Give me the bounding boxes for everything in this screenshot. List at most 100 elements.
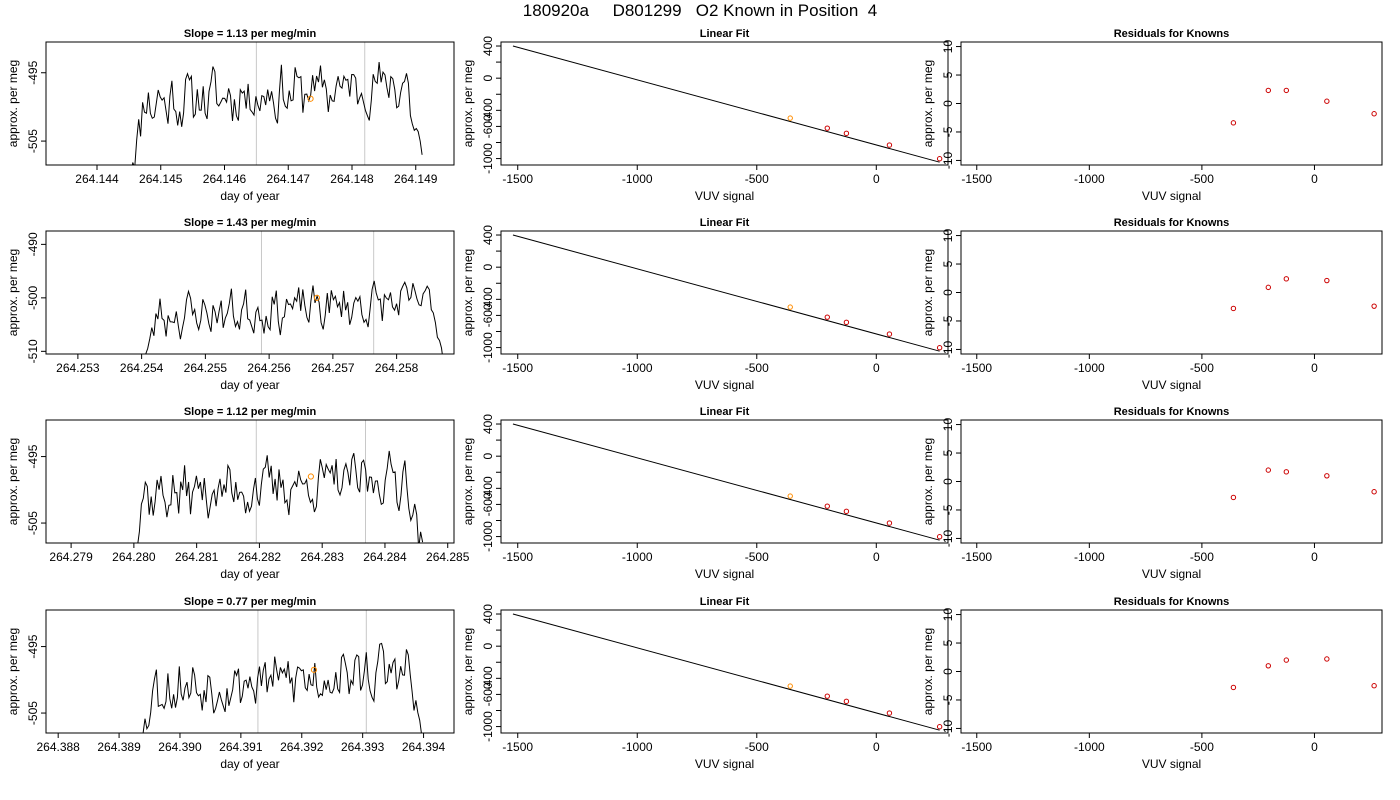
data-point — [824, 314, 830, 320]
plot-frame — [500, 419, 949, 544]
x-tick-label: 264.281 — [175, 550, 219, 564]
panel-r0-c1: Linear Fit VUV signal approx. per meg -1500… — [461, 28, 949, 203]
y-tick-label: -495 — [26, 634, 40, 658]
plot-frame — [960, 609, 1383, 734]
plot-area — [1230, 276, 1377, 312]
data-point — [1283, 469, 1290, 475]
y-axis-label: approx. per meg — [461, 249, 475, 336]
plot-area — [145, 231, 443, 354]
x-tick-label: -500 — [1190, 550, 1214, 564]
data-point — [1371, 489, 1377, 495]
x-axis-label: day of year — [220, 757, 279, 771]
plot-frame — [960, 419, 1383, 544]
x-tick-label: 0 — [1311, 550, 1318, 564]
x-tick-label: 264.149 — [394, 172, 438, 186]
plot-frame — [500, 41, 949, 166]
x-axis-label: VUV signal — [695, 189, 754, 203]
y-tick-label: -510 — [26, 339, 40, 363]
panel-title: Linear Fit — [700, 217, 750, 229]
x-tick-label: 264.147 — [267, 172, 311, 186]
plot-frame — [45, 230, 455, 355]
panel-r3-c0: Slope = 0.77 per meg/min day of year appro… — [6, 596, 455, 771]
x-axis-label: day of year — [220, 378, 279, 392]
signal-trace — [137, 450, 424, 543]
x-tick-label: -1000 — [1074, 740, 1105, 754]
x-axis-label: day of year — [220, 567, 279, 581]
data-point — [1283, 276, 1290, 282]
data-point — [886, 520, 893, 526]
y-tick-label: 10 — [941, 418, 955, 432]
plot-frame — [45, 419, 455, 544]
x-tick-label: 264.255 — [184, 361, 228, 375]
plot-frame — [960, 41, 1383, 166]
plot-frame — [45, 41, 455, 166]
x-axis-label: VUV signal — [1142, 567, 1201, 581]
y-axis-label: approx. per meg — [921, 628, 935, 715]
x-tick-label: 264.257 — [311, 361, 355, 375]
y-tick-label: 0 — [941, 100, 955, 107]
data-point — [886, 331, 893, 337]
x-tick-label: -1000 — [622, 740, 653, 754]
x-tick-label: 264.388 — [36, 740, 80, 754]
x-tick-label: -1500 — [502, 550, 533, 564]
x-tick-label: -500 — [1190, 361, 1214, 375]
y-tick-label: -495 — [26, 60, 40, 84]
x-tick-label: -1500 — [502, 172, 533, 186]
x-tick-label: 264.393 — [341, 740, 385, 754]
plot-frame — [960, 230, 1383, 355]
y-tick-label: 0 — [481, 453, 495, 460]
y-tick-label: 400 — [481, 414, 495, 434]
panel-r1-c2: Residuals for Knowns VUV signal approx. pe… — [921, 217, 1383, 392]
y-tick-label: -400 — [481, 98, 495, 122]
data-point — [787, 115, 793, 121]
x-tick-label: 0 — [873, 740, 880, 754]
panel-title: Linear Fit — [700, 406, 750, 418]
data-point — [1265, 87, 1272, 94]
y-tick-label: -1000 — [481, 143, 495, 174]
signal-trace — [145, 280, 443, 354]
figure-title: 180920a D801299 O2 Known in Position 4 — [522, 1, 878, 20]
data-point — [936, 724, 943, 730]
x-tick-label: -1500 — [961, 550, 992, 564]
y-tick-label: -400 — [481, 287, 495, 311]
data-point — [936, 345, 943, 351]
data-point — [1230, 120, 1237, 126]
y-axis-label: approx. per meg — [6, 249, 20, 336]
x-tick-label: -1000 — [622, 172, 653, 186]
data-point — [787, 683, 793, 689]
data-point — [1371, 683, 1377, 689]
x-tick-label: 264.279 — [49, 550, 93, 564]
x-tick-label: 264.145 — [139, 172, 183, 186]
panel-r0-c2: Residuals for Knowns VUV signal approx. pe… — [921, 28, 1383, 203]
y-tick-label: 0 — [481, 643, 495, 650]
panel-title: Residuals for Knowns — [1114, 217, 1230, 229]
y-tick-label: -600 — [481, 682, 495, 706]
data-point — [1324, 98, 1330, 104]
y-axis-label: approx. per meg — [921, 60, 935, 147]
highlight-point — [307, 473, 314, 480]
x-tick-label: 264.144 — [75, 172, 119, 186]
fit-line — [512, 423, 940, 541]
data-point — [1371, 111, 1377, 117]
y-tick-label: 10 — [941, 608, 955, 622]
data-point — [1230, 684, 1237, 691]
plot-area — [1230, 87, 1377, 126]
x-tick-label: -500 — [745, 172, 769, 186]
x-tick-label: 264.256 — [247, 361, 291, 375]
plot-area — [1230, 656, 1377, 691]
x-tick-label: -500 — [1190, 740, 1214, 754]
plot-area — [512, 234, 943, 352]
x-tick-label: -1000 — [622, 361, 653, 375]
y-tick-label: 0 — [481, 264, 495, 271]
x-tick-label: -500 — [745, 550, 769, 564]
x-tick-label: 264.284 — [363, 550, 407, 564]
x-tick-label: 264.282 — [238, 550, 282, 564]
y-axis-label: approx. per meg — [6, 628, 20, 715]
data-point — [1230, 494, 1237, 501]
y-tick-label: 0 — [481, 75, 495, 82]
data-point — [1324, 473, 1330, 479]
panel-r1-c1: Linear Fit VUV signal approx. per meg -1500… — [461, 217, 949, 392]
y-tick-label: -600 — [481, 303, 495, 327]
x-tick-label: -1500 — [961, 172, 992, 186]
x-tick-label: 264.280 — [112, 550, 156, 564]
